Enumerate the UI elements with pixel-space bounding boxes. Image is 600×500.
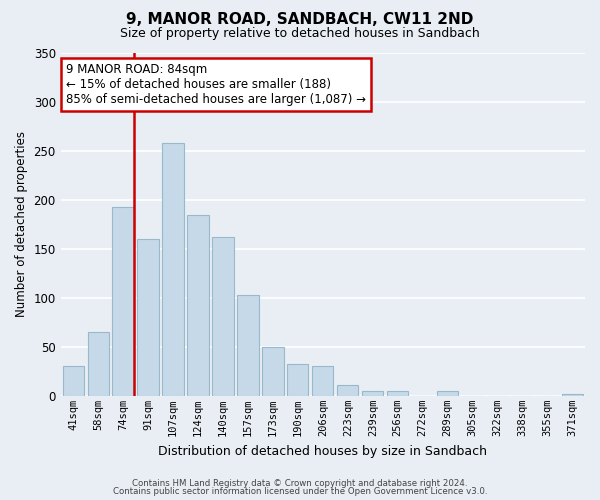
Bar [287, 364, 308, 396]
Bar [312, 366, 334, 396]
Text: Contains public sector information licensed under the Open Government Licence v3: Contains public sector information licen… [113, 487, 487, 496]
Y-axis label: Number of detached properties: Number of detached properties [15, 131, 28, 317]
Bar [88, 332, 109, 396]
Text: Contains HM Land Registry data © Crown copyright and database right 2024.: Contains HM Land Registry data © Crown c… [132, 478, 468, 488]
Text: Size of property relative to detached houses in Sandbach: Size of property relative to detached ho… [120, 28, 480, 40]
Bar [212, 237, 233, 396]
Bar [112, 206, 134, 396]
Text: 9, MANOR ROAD, SANDBACH, CW11 2ND: 9, MANOR ROAD, SANDBACH, CW11 2ND [127, 12, 473, 28]
Bar [238, 295, 259, 396]
Bar [362, 391, 383, 396]
Bar [262, 347, 284, 396]
Bar [187, 216, 209, 396]
Bar [387, 391, 409, 396]
Text: 9 MANOR ROAD: 84sqm
← 15% of detached houses are smaller (188)
85% of semi-detac: 9 MANOR ROAD: 84sqm ← 15% of detached ho… [66, 63, 366, 106]
Bar [437, 391, 458, 396]
Bar [337, 385, 358, 396]
X-axis label: Distribution of detached houses by size in Sandbach: Distribution of detached houses by size … [158, 444, 487, 458]
Bar [137, 239, 158, 396]
Bar [163, 143, 184, 396]
Bar [562, 394, 583, 396]
Bar [62, 366, 84, 396]
